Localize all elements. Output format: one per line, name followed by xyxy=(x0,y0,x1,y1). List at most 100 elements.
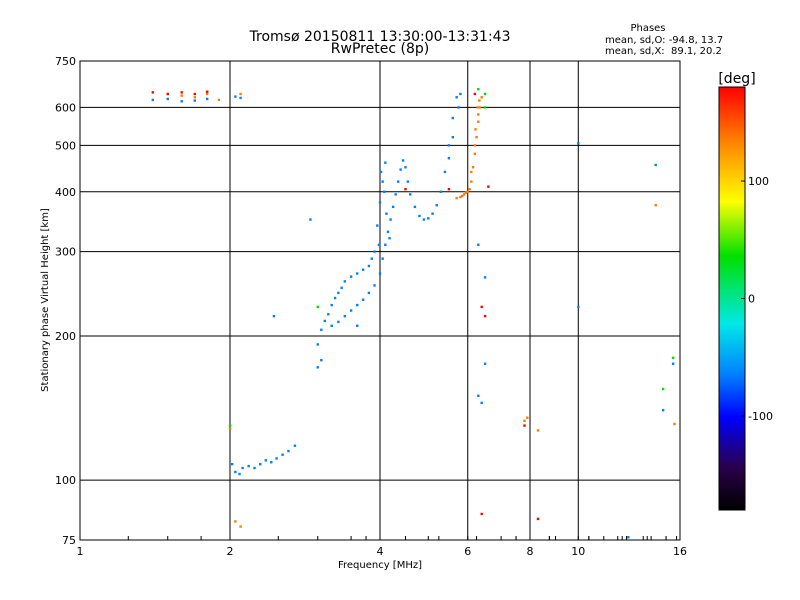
data-point xyxy=(477,113,480,116)
data-point xyxy=(205,92,209,96)
data-point xyxy=(457,106,460,109)
y-axis-label: Stationary phase Virtual Height [km] xyxy=(40,208,51,392)
data-point xyxy=(239,96,242,100)
data-point xyxy=(422,218,426,221)
data-point xyxy=(337,320,340,324)
y-axis-ticks: 75 100 200 300 400 500 600 750 xyxy=(55,55,76,547)
data-point xyxy=(381,180,384,183)
data-point xyxy=(330,324,333,328)
data-point xyxy=(478,106,482,109)
data-point xyxy=(320,359,323,362)
data-point xyxy=(389,218,392,221)
data-point xyxy=(483,362,487,365)
data-point xyxy=(349,275,353,278)
x-tick-label: 16 xyxy=(673,545,687,558)
data-point xyxy=(355,303,359,307)
data-point xyxy=(316,343,319,346)
data-point xyxy=(166,92,169,96)
data-point xyxy=(385,212,388,215)
stats-line-x: mean, sd,X: 89.1, 20.2 xyxy=(605,46,722,57)
data-point xyxy=(526,416,529,419)
data-point xyxy=(474,128,477,131)
data-point xyxy=(478,99,481,102)
data-point xyxy=(471,166,475,169)
y-tick-label: 400 xyxy=(55,186,76,199)
data-point xyxy=(367,264,371,268)
data-point xyxy=(483,314,487,318)
data-point xyxy=(404,187,407,191)
data-point xyxy=(253,466,256,470)
data-point xyxy=(473,144,477,147)
data-point xyxy=(272,314,276,318)
data-point xyxy=(483,92,487,96)
data-point xyxy=(661,408,665,412)
data-point xyxy=(464,191,468,195)
data-point xyxy=(671,356,675,360)
stats-line-o: mean, sd,O: -94.8, 13.7 xyxy=(605,35,723,46)
x-tick-label: 4 xyxy=(377,545,384,558)
data-point xyxy=(399,168,402,171)
data-point xyxy=(230,462,234,466)
data-point xyxy=(435,203,438,207)
data-point xyxy=(370,257,373,260)
data-point xyxy=(361,268,365,271)
data-point xyxy=(470,170,473,174)
data-point xyxy=(384,161,387,164)
data-point xyxy=(367,291,371,295)
data-point xyxy=(355,324,359,328)
data-point xyxy=(180,100,183,103)
data-point xyxy=(287,449,290,453)
data-point xyxy=(180,94,183,97)
chart-title: Tromsø 20150811 13:30:00-13:31:43 xyxy=(249,29,511,45)
data-point xyxy=(455,96,458,99)
data-point xyxy=(241,466,244,470)
data-point xyxy=(409,193,412,196)
x-tick-label: 1 xyxy=(77,545,84,558)
data-point xyxy=(487,185,490,188)
data-point xyxy=(455,196,458,200)
data-points xyxy=(151,87,676,539)
stats-header: Phases xyxy=(630,23,665,34)
plot-frame xyxy=(79,60,681,541)
data-point xyxy=(376,224,379,227)
y-tick-label: 500 xyxy=(55,139,76,152)
data-point xyxy=(466,190,469,193)
data-point xyxy=(447,187,451,191)
x-axis-ticks: 1 2 4 6 8 10 16 xyxy=(77,536,687,558)
colorbar-tick-label: -100 xyxy=(748,410,773,423)
data-point xyxy=(447,157,451,160)
data-point xyxy=(476,106,479,109)
data-point xyxy=(439,190,443,193)
data-point xyxy=(523,424,526,427)
data-point xyxy=(316,366,319,369)
data-point xyxy=(378,201,382,204)
data-point xyxy=(259,462,262,466)
y-tick-label: 750 xyxy=(55,55,76,68)
data-point xyxy=(270,461,273,464)
data-point xyxy=(239,525,242,528)
grid-lines xyxy=(80,61,680,540)
data-point xyxy=(451,116,455,120)
data-point xyxy=(671,362,675,365)
data-point xyxy=(431,212,434,215)
data-point xyxy=(234,520,237,523)
data-point xyxy=(468,187,471,191)
data-point xyxy=(470,180,473,183)
data-point xyxy=(401,159,405,162)
colorbar-label: [deg] xyxy=(718,71,755,87)
data-point xyxy=(238,472,241,476)
data-point xyxy=(384,243,387,246)
data-point xyxy=(480,401,483,405)
data-point xyxy=(180,91,183,94)
data-point xyxy=(451,135,455,139)
colorbar xyxy=(718,86,746,511)
data-point xyxy=(343,280,347,283)
x-tick-label: 2 xyxy=(227,545,234,558)
data-point xyxy=(427,217,430,220)
data-point xyxy=(459,195,462,199)
data-point xyxy=(293,444,297,447)
data-point xyxy=(462,193,466,196)
data-point xyxy=(193,92,197,96)
data-point xyxy=(661,387,665,391)
